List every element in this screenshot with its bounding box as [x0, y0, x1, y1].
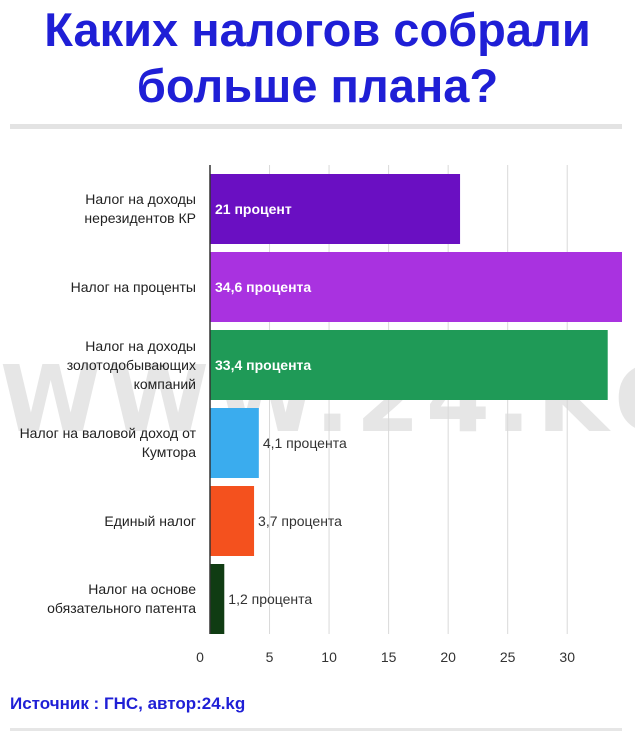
x-tick-label: 10 [321, 649, 337, 665]
bar-data-label: 21 процент [215, 201, 292, 217]
x-tick-label: 25 [500, 649, 516, 665]
bar [210, 330, 608, 400]
category-label: Налог на доходы золотодобывающих компани… [66, 337, 196, 392]
category-label: Налог на проценты [70, 278, 196, 295]
bar-chart: 0 5 10 15 20 25 30 21 процент 34,6 процента 33,4 … [196, 165, 622, 665]
page-title: Каких налогов собрали больше плана? [44, 3, 591, 112]
bar-data-label: 1,2 процента [228, 591, 312, 607]
bar [210, 174, 461, 244]
title-divider [10, 124, 622, 129]
bar-data-label: 3,7 процента [258, 513, 342, 529]
category-label: Налог на основе обязательного патента [47, 581, 196, 616]
bar-data-label: 33,4 процента [215, 357, 311, 373]
bar [210, 564, 225, 634]
source-note: Источник : ГНС, автор:24.kg [10, 694, 246, 713]
bar [210, 486, 255, 556]
bar [210, 408, 259, 478]
footer-divider [10, 728, 622, 731]
x-tick-label: 30 [559, 649, 575, 665]
x-tick-label: 5 [266, 649, 274, 665]
category-label: Единый налог [104, 512, 196, 529]
bar [210, 252, 622, 322]
x-tick-label: 0 [196, 649, 204, 665]
category-label: Налог на валовой доход от Кумтора [19, 425, 196, 460]
bar-data-label: 4,1 процента [263, 435, 347, 451]
category-label: Налог на доходы нерезидентов КР [84, 191, 196, 226]
x-tick-label: 15 [381, 649, 397, 665]
bar-data-label: 34,6 процента [215, 279, 311, 295]
x-tick-label: 20 [440, 649, 456, 665]
